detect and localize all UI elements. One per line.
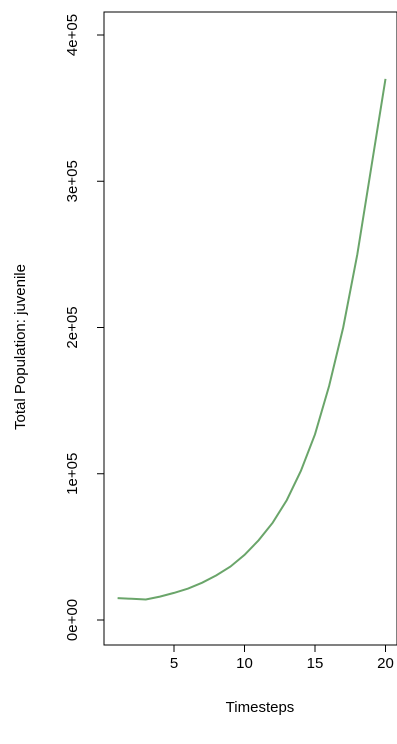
y-axis: 0e+00 1e+05 2e+05 3e+05 4e+05: [64, 14, 105, 641]
series-line: [117, 78, 387, 601]
x-axis: 5 10 15 20: [170, 644, 394, 672]
x-axis-label: Timesteps: [226, 699, 295, 716]
y-tick-label: 4e+05: [64, 14, 81, 56]
x-tick-label: 20: [377, 655, 394, 672]
y-tick-label: 2e+05: [64, 306, 81, 348]
x-tick-label: 10: [236, 655, 253, 672]
y-axis-label: Total Population: juvenile: [12, 264, 29, 430]
x-tick-label: 5: [170, 655, 178, 672]
y-tick-label: 0e+00: [64, 599, 81, 641]
y-tick-label: 3e+05: [64, 160, 81, 202]
series-layer: [117, 78, 387, 601]
x-tick-label: 15: [307, 655, 324, 672]
y-tick-label: 1e+05: [64, 453, 81, 495]
